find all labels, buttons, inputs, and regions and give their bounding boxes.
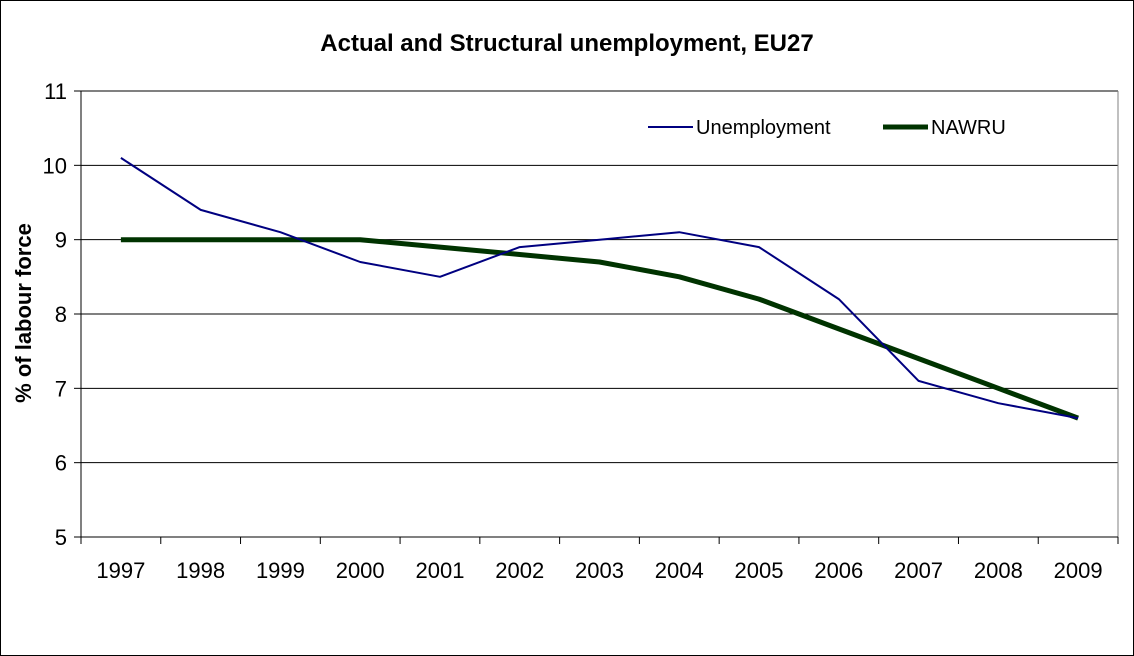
series-line-nawru [120,237,1079,421]
series-line-unemployment [120,157,1079,420]
x-tick-label-2003: 2003 [575,558,624,583]
x-tick-label-1999: 1999 [256,558,305,583]
y-tick-label-6: 6 [55,451,67,476]
y-tick-label-9: 9 [55,228,67,253]
y-tick-label-10: 10 [43,153,67,178]
x-tick-label-2005: 2005 [735,558,784,583]
x-tick-label-1997: 1997 [96,558,145,583]
y-axis-label: % of labour force [11,223,36,403]
x-tick-label-2008: 2008 [974,558,1023,583]
y-tick-label-5: 5 [55,525,67,550]
legend-label-unemployment: Unemployment [696,117,831,139]
x-tick-label-2002: 2002 [495,558,544,583]
x-tick-label-2007: 2007 [894,558,943,583]
x-tick-label-2001: 2001 [415,558,464,583]
y-tick-label-11: 11 [44,79,67,104]
x-tick-label-2009: 2009 [1054,558,1103,583]
x-tick-label-2006: 2006 [814,558,863,583]
plot-area: 5 6 7 8 9 10 11 1997 1998 1999 2000 2001 2002 2003 200… [43,79,1119,583]
legend-label-nawru: NAWRU [931,117,1006,139]
x-tick-label-1998: 1998 [176,558,225,583]
y-tick-label-7: 7 [55,376,67,401]
x-tick-label-2000: 2000 [336,558,385,583]
y-tick-label-8: 8 [55,302,67,327]
chart-title: Actual and Structural unemployment, EU27 [320,30,813,57]
x-tick-label-2004: 2004 [655,558,704,583]
